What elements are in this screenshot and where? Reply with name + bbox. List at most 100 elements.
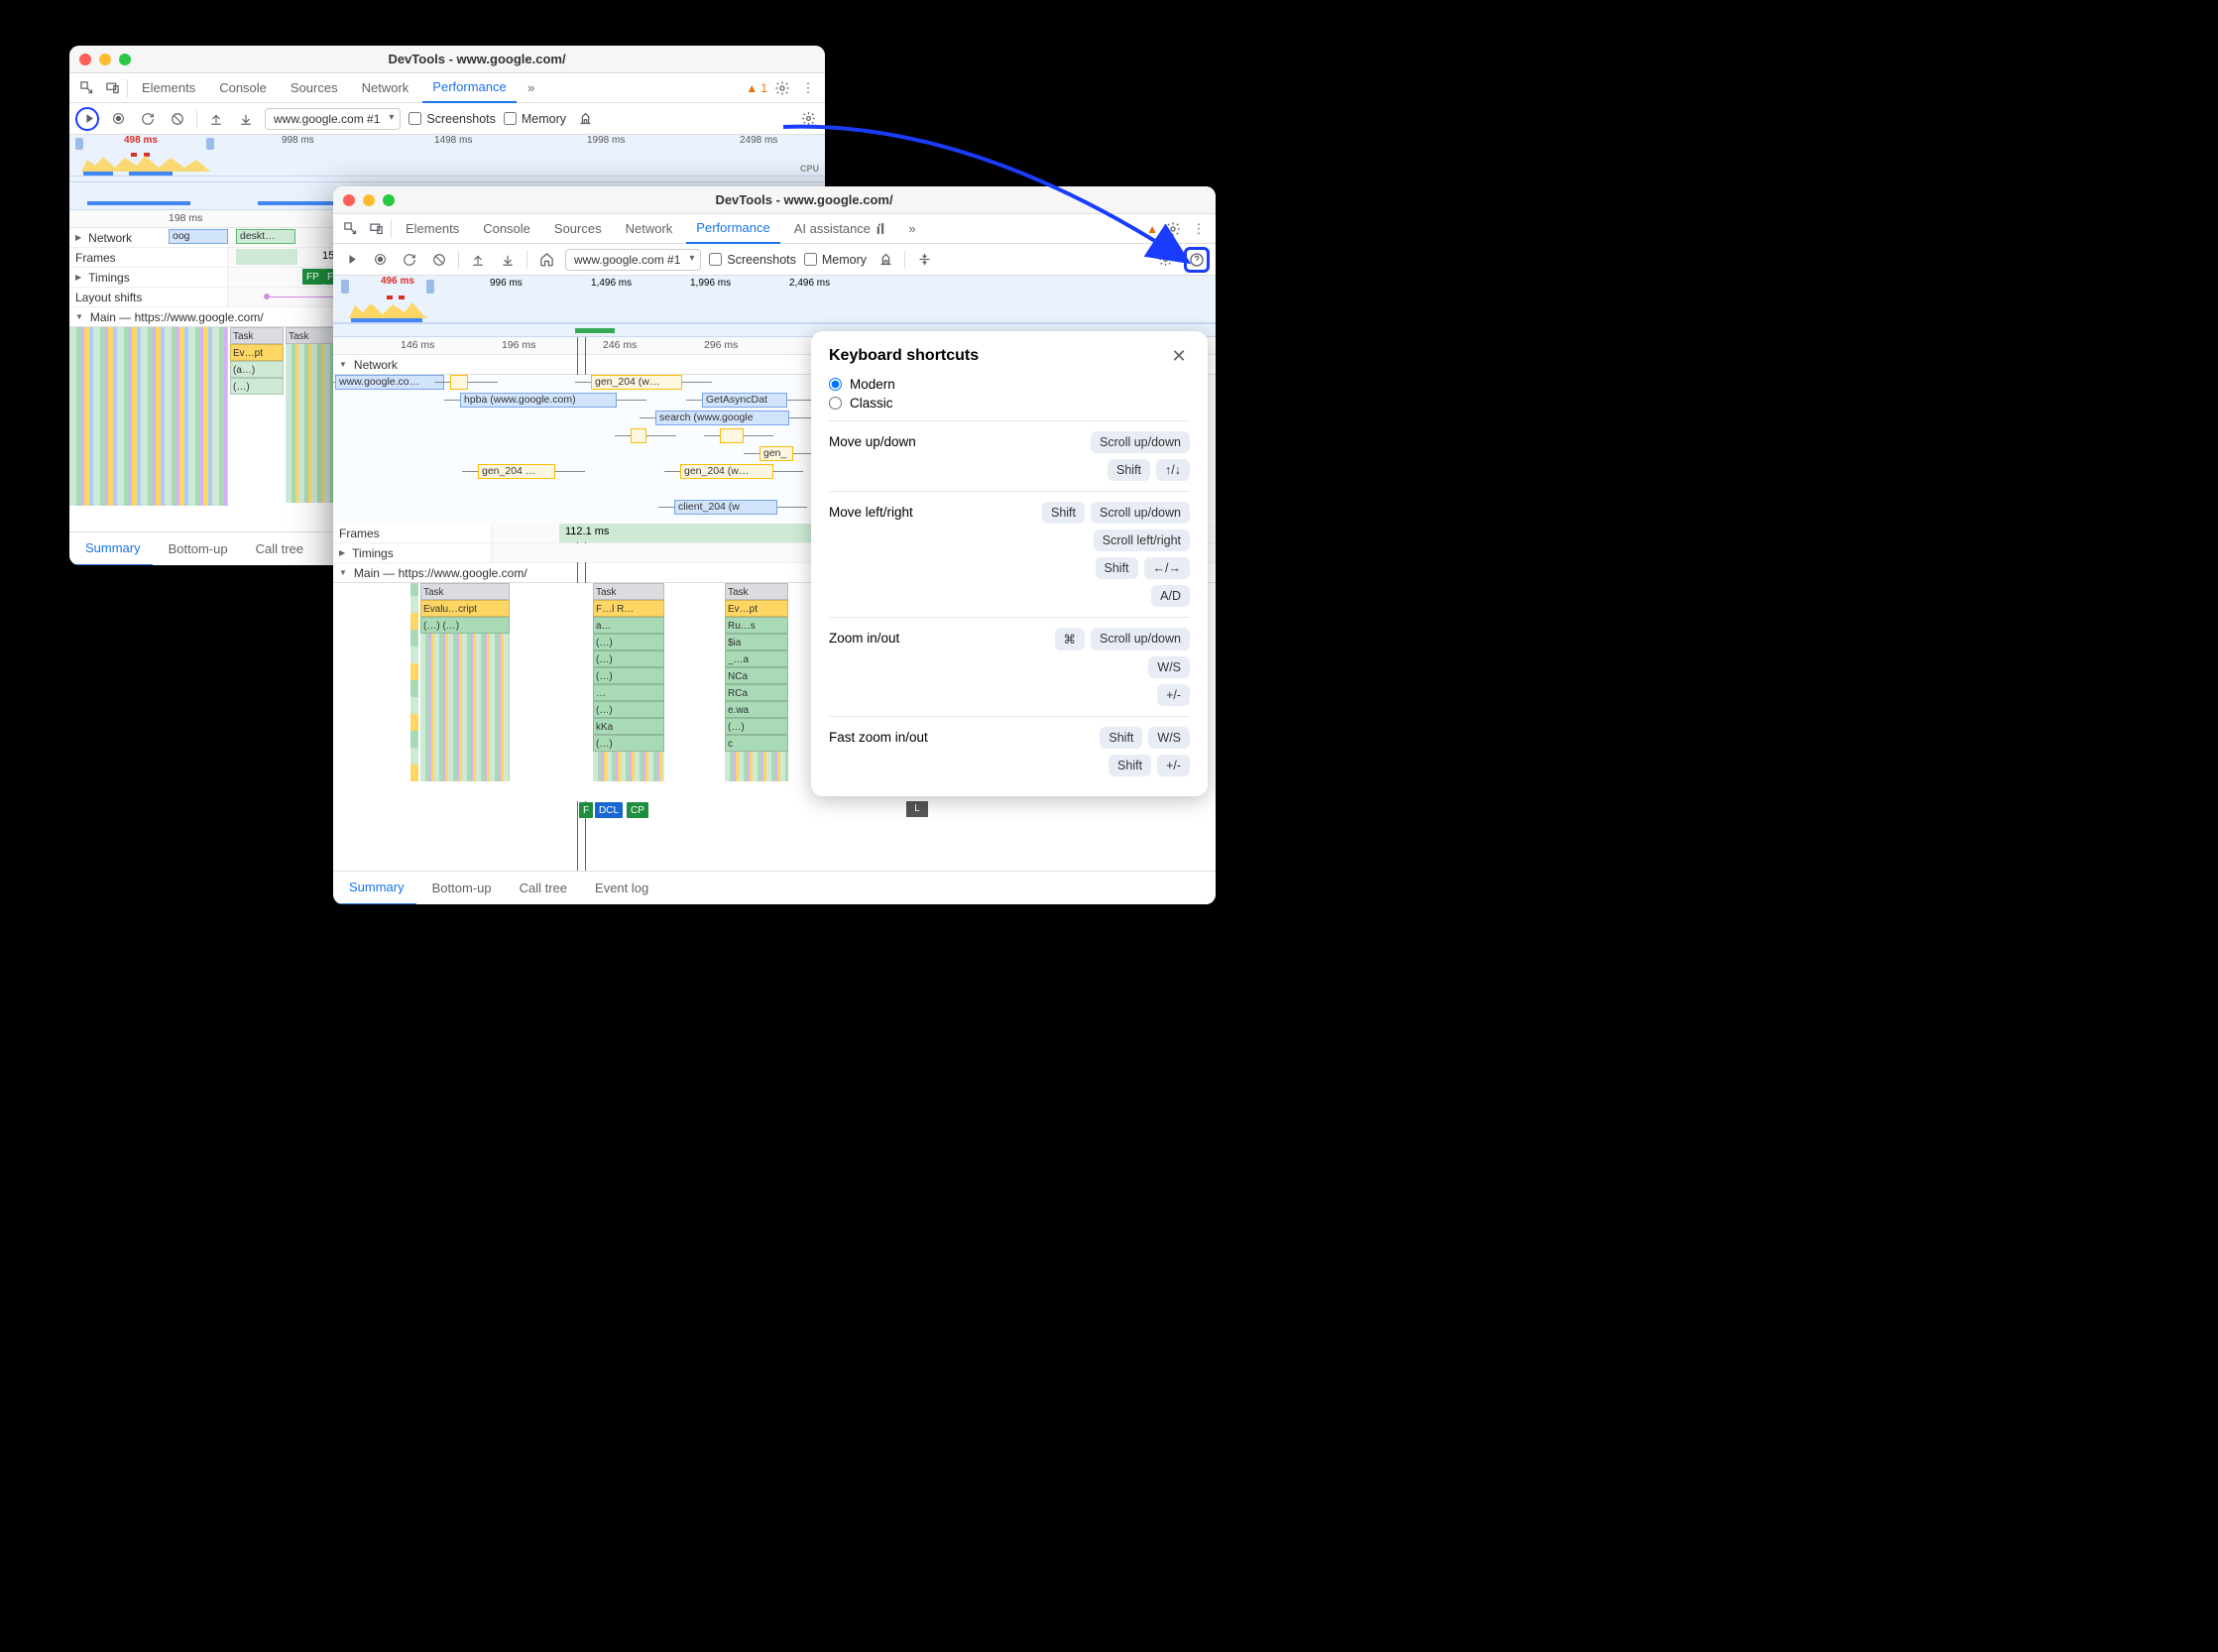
flame-frame[interactable]: c	[725, 735, 788, 752]
network-request[interactable]: gen_204 (w…	[680, 464, 773, 479]
flame-frame[interactable]: Evalu…cript	[420, 600, 510, 617]
tab-network[interactable]: Network	[616, 214, 683, 244]
flame-frame[interactable]: (…)	[593, 701, 664, 718]
ov-handle-l[interactable]	[341, 280, 349, 294]
more-tabs-icon[interactable]: »	[901, 218, 923, 240]
memory-checkbox-2[interactable]: Memory	[804, 253, 867, 267]
warning-badge[interactable]: ▲ 1	[746, 81, 767, 95]
screenshots-checkbox-2[interactable]: Screenshots	[709, 253, 795, 267]
gear-icon[interactable]	[771, 77, 793, 99]
close-dot[interactable]	[343, 194, 355, 206]
tab-console[interactable]: Console	[209, 73, 277, 103]
network-request[interactable]	[720, 428, 744, 443]
flame-task[interactable]: Task	[725, 583, 788, 600]
flame-frame[interactable]: (…) (…)	[420, 617, 510, 634]
inspect-icon[interactable]	[75, 77, 97, 99]
btab-calltree[interactable]: Call tree	[244, 532, 315, 566]
flame-frame[interactable]: NCa	[725, 667, 788, 684]
network-request[interactable]: client_204 (w	[674, 500, 777, 515]
flame-frame[interactable]: $ia	[725, 634, 788, 650]
flame-frame[interactable]: Ru…s	[725, 617, 788, 634]
network-request[interactable]: gen_204 …	[478, 464, 555, 479]
upload-icon[interactable]	[467, 249, 489, 271]
network-request[interactable]: GetAsyncDat	[702, 393, 787, 408]
record-reload-button[interactable]	[75, 107, 99, 131]
flame-frame[interactable]: …	[593, 684, 664, 701]
clear-icon[interactable]	[428, 249, 450, 271]
flame-frame[interactable]: e.wa	[725, 701, 788, 718]
kebab-icon[interactable]: ⋮	[797, 77, 819, 99]
upload-icon[interactable]	[205, 108, 227, 130]
tab-network[interactable]: Network	[352, 73, 419, 103]
overview-handle-left[interactable]	[75, 138, 83, 150]
flame-frame[interactable]: kKa	[593, 718, 664, 735]
tab-performance[interactable]: Performance	[422, 73, 516, 103]
collapse-icon[interactable]	[913, 249, 935, 271]
tab-sources[interactable]: Sources	[281, 73, 348, 103]
record-button[interactable]	[107, 108, 129, 130]
btab-summary[interactable]: Summary	[337, 872, 416, 905]
row-timings-2[interactable]: Timings	[333, 543, 492, 562]
zoom-dot[interactable]	[119, 54, 131, 65]
help-shortcuts-button[interactable]	[1184, 247, 1210, 273]
tab-elements[interactable]: Elements	[396, 214, 469, 244]
capture-settings-icon[interactable]	[1154, 249, 1176, 271]
tab-performance[interactable]: Performance	[686, 214, 779, 244]
btab-summary[interactable]: Summary	[73, 532, 153, 566]
overview-ruler-2[interactable]: 496 ms 996 ms 1,496 ms 1,996 ms 2,496 ms	[333, 276, 1216, 323]
capture-settings-icon[interactable]	[797, 108, 819, 130]
network-request[interactable]: gen_	[759, 446, 793, 461]
btab-eventlog[interactable]: Event log	[583, 872, 660, 905]
more-tabs-icon[interactable]: »	[521, 77, 542, 99]
ov-handle-r[interactable]	[426, 280, 434, 294]
recording-dropdown[interactable]: www.google.com #1	[265, 108, 401, 130]
row-frames[interactable]: Frames	[69, 248, 228, 267]
zoom-dot[interactable]	[383, 194, 395, 206]
network-request[interactable]: www.google.co…	[335, 375, 444, 390]
warning-badge-2[interactable]: ▲	[1146, 222, 1158, 236]
flame-frame[interactable]: (…)	[593, 735, 664, 752]
minimize-dot[interactable]	[363, 194, 375, 206]
btab-bottomup[interactable]: Bottom-up	[420, 872, 504, 905]
overview-ruler[interactable]: 498 ms 998 ms 1498 ms 1998 ms 2498 ms CP…	[69, 135, 825, 177]
gear-icon[interactable]	[1162, 218, 1184, 240]
radio-modern[interactable]: Modern	[829, 377, 1190, 392]
screenshots-checkbox[interactable]: Screenshots	[409, 112, 495, 126]
row-frames-2[interactable]: Frames	[333, 524, 492, 542]
network-request[interactable]: hpba (www.google.com)	[460, 393, 617, 408]
minimize-dot[interactable]	[99, 54, 111, 65]
tab-console[interactable]: Console	[473, 214, 540, 244]
flame-frame[interactable]: a…	[593, 617, 664, 634]
row-layout-shifts[interactable]: Layout shifts	[69, 288, 228, 306]
download-icon[interactable]	[497, 249, 519, 271]
flame-task[interactable]: Task	[593, 583, 664, 600]
reload-icon[interactable]	[399, 249, 420, 271]
home-icon[interactable]	[535, 249, 557, 271]
flame-frame[interactable]: Ev…pt	[725, 600, 788, 617]
row-timings[interactable]: Timings	[69, 268, 228, 287]
btab-calltree[interactable]: Call tree	[508, 872, 579, 905]
close-icon[interactable]: ✕	[1168, 345, 1190, 367]
flame-frame[interactable]: F…l R…	[593, 600, 664, 617]
inspect-icon[interactable]	[339, 218, 361, 240]
network-request[interactable]: gen_204 (w…	[591, 375, 682, 390]
record-reload-button[interactable]	[339, 249, 361, 271]
device-icon[interactable]	[101, 77, 123, 99]
btab-bottomup[interactable]: Bottom-up	[157, 532, 240, 566]
network-request[interactable]	[631, 428, 646, 443]
gc-icon[interactable]	[574, 108, 596, 130]
flame-frame[interactable]: (…)	[593, 667, 664, 684]
tab-elements[interactable]: Elements	[132, 73, 205, 103]
flame-frame[interactable]: (…)	[725, 718, 788, 735]
flame-frame[interactable]: (…)	[593, 634, 664, 650]
device-icon[interactable]	[365, 218, 387, 240]
recording-dropdown-2[interactable]: www.google.com #1	[565, 249, 701, 271]
close-dot[interactable]	[79, 54, 91, 65]
flame-frame[interactable]: RCa	[725, 684, 788, 701]
tab-ai[interactable]: AI assistance	[784, 214, 897, 244]
tab-sources[interactable]: Sources	[544, 214, 612, 244]
kebab-icon[interactable]: ⋮	[1188, 218, 1210, 240]
flame-frame[interactable]: (…)	[593, 650, 664, 667]
record-button[interactable]	[369, 249, 391, 271]
network-request[interactable]: search (www.google	[655, 411, 789, 425]
